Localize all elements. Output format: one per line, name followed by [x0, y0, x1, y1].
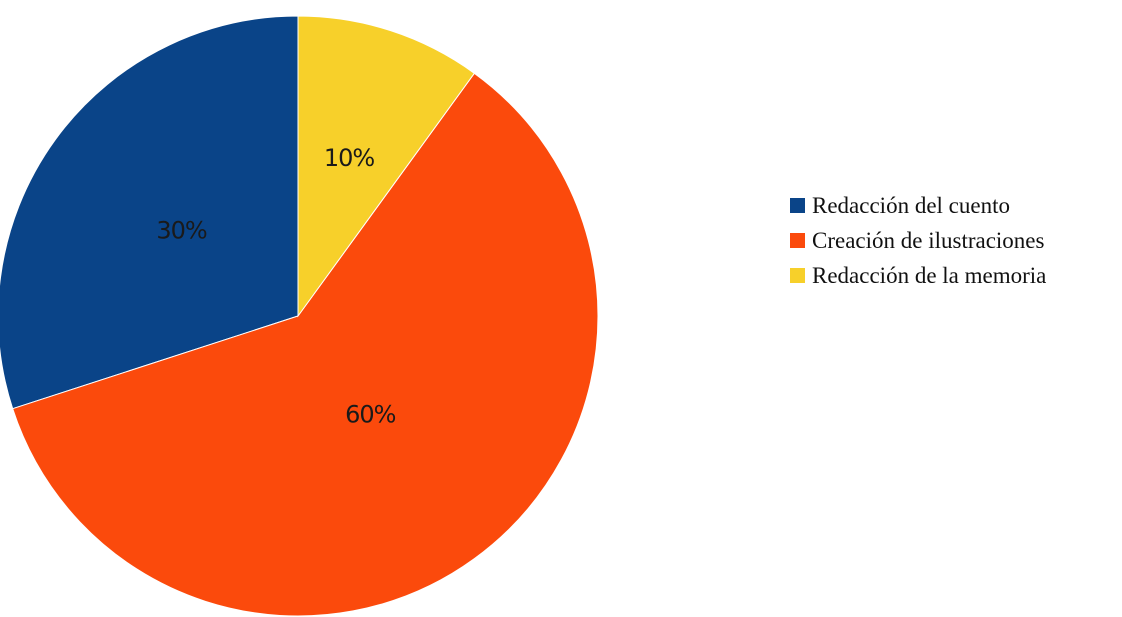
slice-value-label: 60%	[345, 401, 396, 429]
slice-value-label: 30%	[156, 216, 207, 244]
legend-swatch	[790, 198, 805, 213]
legend: Redacción del cuento Creación de ilustra…	[790, 188, 1046, 293]
slice-value-label: 10%	[324, 144, 375, 172]
legend-swatch	[790, 268, 805, 283]
slice-creacion-de-ilustraciones	[12, 72, 599, 617]
legend-item-redaccion-de-la-memoria: Redacción de la memoria	[790, 258, 1046, 293]
legend-item-redaccion-del-cuento: Redacción del cuento	[790, 188, 1046, 223]
legend-label: Redacción del cuento	[812, 192, 1010, 218]
legend-swatch	[790, 233, 805, 248]
legend-label: Creación de ilustraciones	[812, 227, 1045, 253]
legend-label: Redacción de la memoria	[812, 262, 1047, 288]
legend-item-creacion-de-ilustraciones: Creación de ilustraciones	[790, 223, 1046, 258]
slice-redaccion-de-la-memoria	[297, 15, 476, 318]
slice-redaccion-del-cuento	[0, 15, 299, 410]
pie-plot-area: 30% 60% 10%	[0, 15, 599, 617]
